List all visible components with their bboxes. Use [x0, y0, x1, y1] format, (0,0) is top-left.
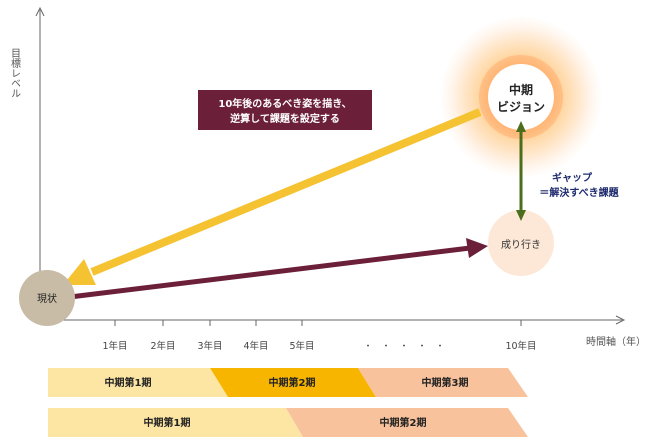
callout-box	[198, 90, 372, 130]
row1-period-2-label: 中期第2期	[269, 376, 316, 389]
vision-label-line1: 中期	[509, 82, 533, 97]
current-label: 現状	[37, 292, 57, 305]
row1-period-3-label: 中期第3期	[422, 376, 469, 389]
timeline-row-2: 中期第1期 中期第2期	[48, 408, 528, 437]
row1-period-2	[210, 368, 376, 397]
current-circle	[19, 270, 75, 326]
callout-line2: 逆算して課題を設定する	[230, 112, 340, 125]
trend-arrowhead	[466, 238, 488, 258]
tick-label-10: 10年目	[505, 340, 536, 352]
backcast-arrow	[90, 108, 482, 276]
gap-label-line1: ギャップ	[552, 171, 593, 184]
row1-period-3	[358, 368, 528, 397]
row2-period-2	[286, 408, 528, 437]
x-axis-label: 時間軸（年）	[586, 335, 646, 348]
vision-center	[488, 64, 554, 130]
tick-label-4: 4年目	[243, 340, 268, 352]
tick-label-2: 2年目	[150, 340, 175, 352]
x-axis-arrowhead	[615, 315, 626, 325]
tick-label-3: 3年目	[197, 340, 222, 352]
gap-arrowhead-top	[516, 121, 526, 132]
vision-label-line2: ビジョン	[497, 99, 545, 114]
axes: 目標レベル 時間軸（年）	[9, 6, 646, 348]
row2-period-1-label: 中期第1期	[144, 416, 191, 429]
gap-label-line2: ＝解決すべき課題	[539, 186, 619, 199]
trend-arrow	[69, 245, 471, 300]
callout-line1: 10年後のあるべき姿を描き、	[218, 97, 351, 110]
tick-ellipsis: ・ ・ ・ ・ ・	[363, 342, 444, 352]
trend-circle	[488, 210, 554, 276]
backcast-arrowhead	[63, 259, 96, 285]
timeline-row-1: 中期第1期 中期第2期 中期第3期	[48, 368, 528, 397]
x-ticks: 1年目 2年目 3年目 4年目 5年目 10年目 ・ ・ ・ ・ ・	[102, 320, 537, 352]
row2-period-2-label: 中期第2期	[380, 416, 427, 429]
gap-arrowhead-bottom	[516, 210, 526, 221]
tick-label-5: 5年目	[289, 340, 314, 352]
tick-label-1: 1年目	[102, 340, 127, 352]
row1-period-1	[48, 368, 228, 397]
y-axis-label: 目標レベル	[9, 48, 21, 98]
y-axis-arrowhead	[35, 6, 45, 17]
row1-period-1-label: 中期第1期	[105, 376, 152, 389]
trend-label: 成り行き	[501, 238, 541, 251]
row2-period-1	[48, 408, 303, 437]
